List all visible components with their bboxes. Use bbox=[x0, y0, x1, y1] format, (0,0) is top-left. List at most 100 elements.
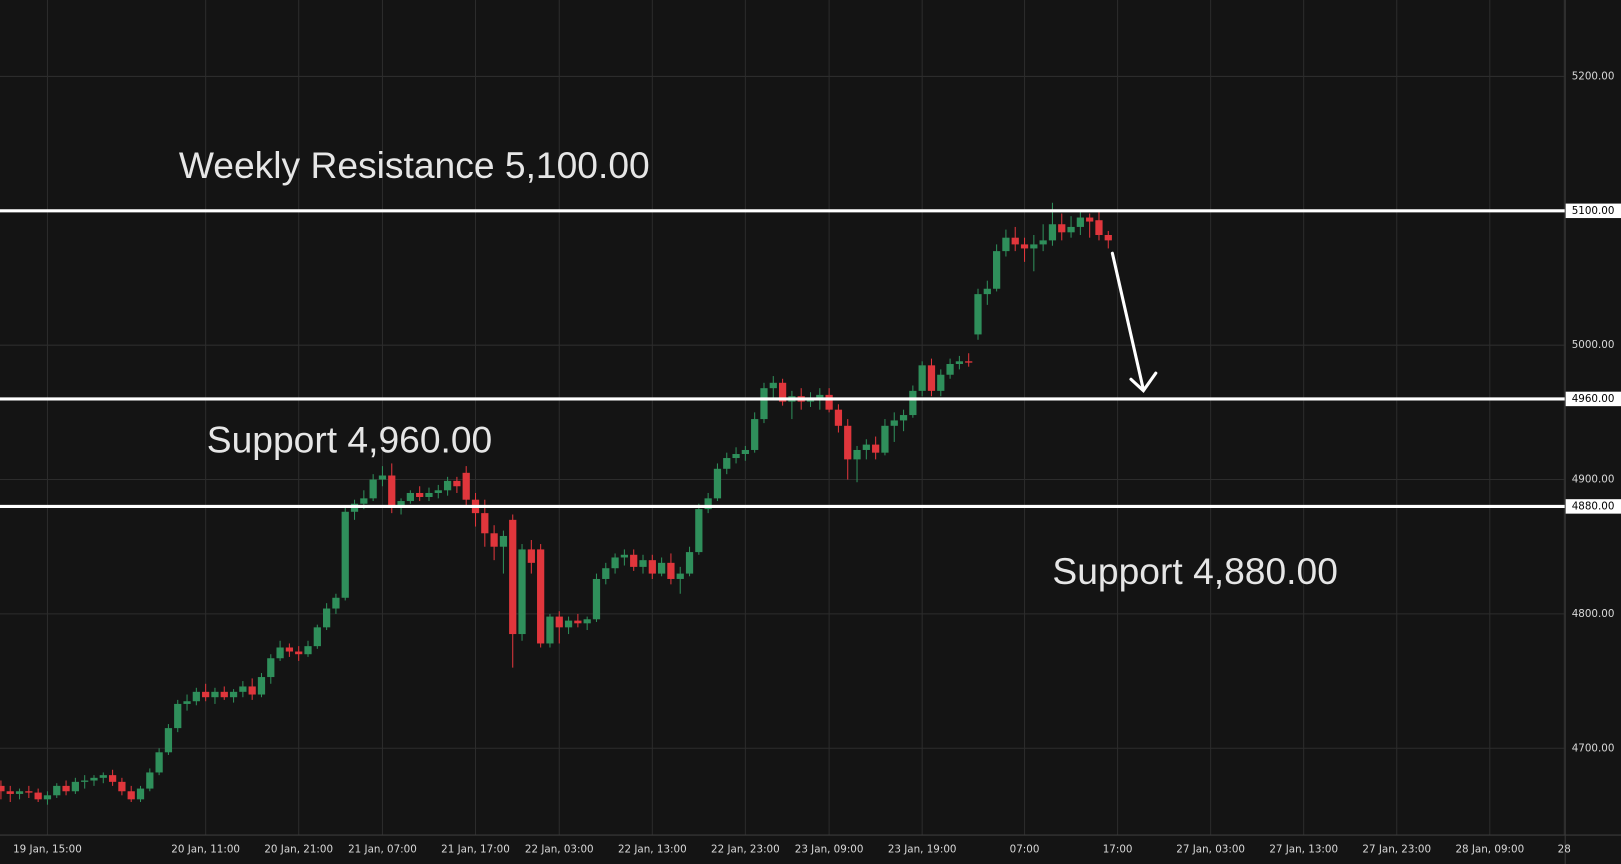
candle-body bbox=[1076, 217, 1084, 227]
candle-body bbox=[239, 686, 247, 692]
levels: 5100.00 Weekly Resistance 5,100.00 4960.00… bbox=[0, 144, 1621, 592]
candle-body bbox=[760, 388, 768, 420]
candle-body bbox=[53, 785, 61, 796]
candle-body bbox=[155, 752, 163, 773]
candle-body bbox=[6, 791, 14, 794]
candle-body bbox=[332, 597, 340, 609]
candle-body bbox=[909, 390, 917, 416]
candle-body bbox=[499, 535, 508, 547]
candle-body bbox=[285, 647, 294, 652]
candle-body bbox=[295, 651, 303, 655]
candle-body bbox=[564, 620, 573, 628]
candle-body bbox=[695, 509, 703, 553]
candle-body bbox=[90, 777, 98, 781]
candle-body bbox=[481, 513, 489, 534]
candle-body bbox=[118, 781, 126, 792]
candle-body bbox=[202, 691, 210, 698]
candle-body bbox=[43, 795, 52, 800]
candle-body bbox=[713, 468, 722, 499]
x-tick-label: 28 bbox=[1558, 844, 1571, 856]
y-tick-label: 5200.00 bbox=[1572, 70, 1615, 82]
candle-body bbox=[25, 791, 33, 793]
candle-body bbox=[1104, 234, 1112, 241]
candle-body bbox=[741, 449, 749, 455]
candle-body bbox=[630, 554, 638, 567]
down-arrow bbox=[1110, 251, 1158, 393]
candle-body bbox=[127, 791, 135, 800]
candle-body bbox=[174, 703, 182, 729]
candle-body bbox=[257, 677, 266, 695]
candle-body bbox=[62, 785, 70, 792]
candle-body bbox=[555, 616, 563, 628]
x-tick-label: 23 Jan, 19:00 bbox=[888, 844, 957, 856]
candle-body bbox=[992, 251, 1001, 289]
candle-body bbox=[267, 658, 275, 678]
candle-body bbox=[0, 785, 5, 792]
candle-body bbox=[667, 562, 675, 579]
candle-body bbox=[834, 409, 843, 426]
candle-body bbox=[537, 549, 545, 644]
candle-body bbox=[685, 552, 694, 574]
candle-body bbox=[639, 560, 647, 567]
level-price-label: 4960.00 bbox=[1572, 393, 1615, 405]
candle-body bbox=[164, 728, 173, 753]
candle-body bbox=[304, 646, 312, 655]
candle-body bbox=[108, 775, 117, 782]
candle-body bbox=[574, 620, 582, 624]
candle-body bbox=[406, 492, 414, 502]
candle-body bbox=[518, 549, 526, 635]
candle-body bbox=[769, 382, 777, 389]
candle-body bbox=[369, 479, 377, 499]
candle-body bbox=[872, 444, 880, 453]
candle-body bbox=[927, 365, 936, 391]
candle-body bbox=[1067, 226, 1075, 233]
candle-body bbox=[620, 554, 629, 558]
candle-body bbox=[211, 691, 219, 698]
level-price-label: 5100.00 bbox=[1572, 205, 1615, 217]
candle-body bbox=[388, 475, 396, 507]
candle-body bbox=[360, 498, 368, 504]
x-tick-label: 22 Jan, 23:00 bbox=[711, 844, 780, 856]
x-tick-label: 23 Jan, 09:00 bbox=[795, 844, 864, 856]
candle-body bbox=[462, 472, 470, 500]
level-annotation: Weekly Resistance 5,100.00 bbox=[179, 144, 650, 186]
candle-body bbox=[853, 449, 861, 460]
candle-body bbox=[918, 365, 926, 391]
candle-body bbox=[1030, 244, 1038, 249]
candle-body bbox=[71, 781, 79, 792]
candle-body bbox=[81, 780, 89, 782]
candle-body bbox=[146, 772, 154, 789]
candle-body bbox=[136, 788, 145, 800]
candle-body bbox=[974, 294, 982, 335]
x-tick-label: 27 Jan, 13:00 bbox=[1269, 844, 1338, 856]
candle-body bbox=[862, 444, 870, 450]
candle-body bbox=[248, 686, 256, 695]
x-tick-label: 21 Jan, 17:00 bbox=[441, 844, 510, 856]
candle-body bbox=[592, 578, 601, 620]
grid bbox=[0, 0, 1566, 836]
x-tick-label: 17:00 bbox=[1103, 844, 1133, 856]
arrow-shaft bbox=[1110, 251, 1145, 392]
y-tick-label: 4900.00 bbox=[1572, 474, 1615, 486]
level-price-label: 4880.00 bbox=[1572, 500, 1615, 512]
candle-body bbox=[1011, 237, 1019, 245]
candle-body bbox=[778, 382, 787, 402]
x-tick-label: 19 Jan, 15:00 bbox=[13, 844, 82, 856]
candle-body bbox=[1086, 217, 1094, 222]
candle-body bbox=[192, 691, 200, 702]
level-annotation: Support 4,880.00 bbox=[1052, 550, 1338, 592]
candle-body bbox=[816, 394, 824, 399]
candle-body bbox=[723, 458, 731, 469]
candle-body bbox=[99, 775, 107, 778]
level-price-tag bbox=[1565, 391, 1621, 407]
x-tick-label: 27 Jan, 03:00 bbox=[1176, 844, 1245, 856]
x-tick-label: 07:00 bbox=[1010, 844, 1040, 856]
candle-body bbox=[313, 627, 321, 647]
arrow-head bbox=[1129, 371, 1158, 393]
candle-body bbox=[341, 511, 349, 598]
candle-body bbox=[704, 498, 712, 510]
candle-body bbox=[323, 608, 331, 628]
candle-body bbox=[453, 480, 461, 487]
candle-body bbox=[899, 415, 908, 421]
